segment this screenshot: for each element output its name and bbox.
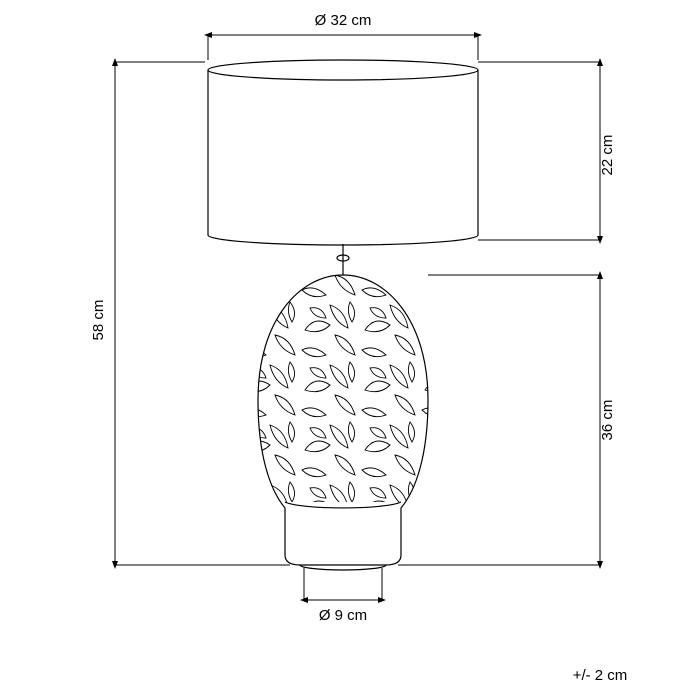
lampshade (208, 60, 478, 245)
dim-total-height: 58 cm (90, 62, 290, 565)
dim-total-height-label: 58 cm (90, 300, 107, 341)
dim-shade-height: 22 cm (478, 62, 616, 240)
dim-base-diameter-label: Ø 9 cm (319, 607, 367, 624)
dim-shade-diameter: Ø 32 cm (208, 12, 478, 60)
dim-base-diameter: Ø 9 cm (304, 568, 382, 624)
dim-body-height: 36 cm (398, 275, 616, 565)
dim-body-height-label: 36 cm (599, 400, 616, 441)
lamp-body (250, 275, 440, 572)
dim-shade-diameter-label: Ø 32 cm (315, 12, 372, 29)
lamp-neck (337, 244, 349, 275)
tolerance-label: +/- 2 cm (573, 667, 628, 684)
dim-shade-height-label: 22 cm (599, 135, 616, 176)
lamp-dimension-diagram: Ø 32 cm 58 cm 22 cm 36 cm Ø 9 cm +/- 2 c… (0, 0, 700, 700)
